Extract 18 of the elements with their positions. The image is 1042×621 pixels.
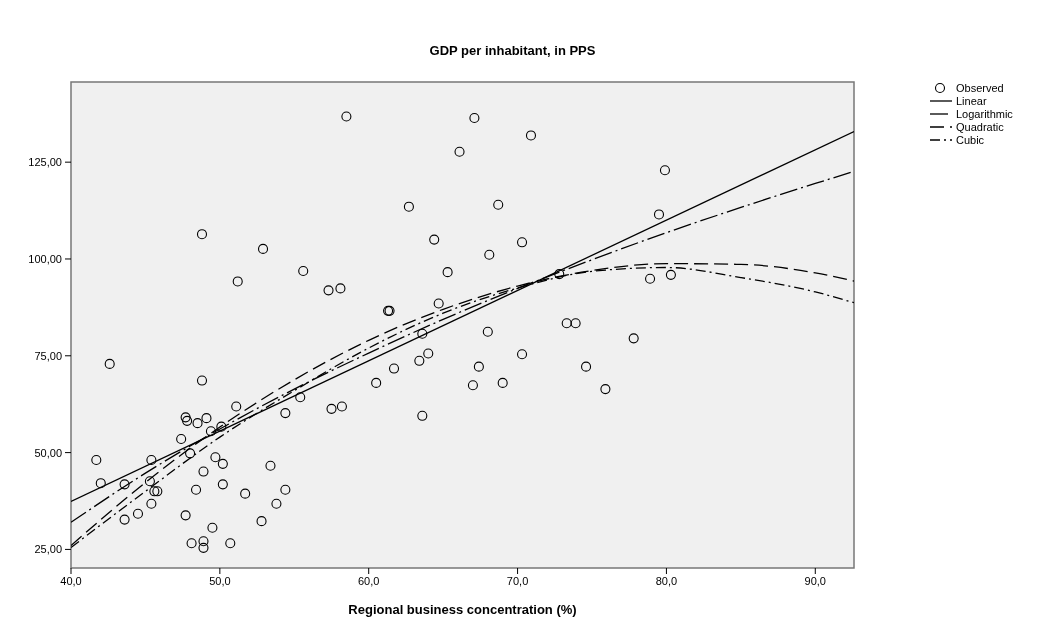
chart-title: GDP per inhabitant, in PPS (429, 43, 596, 58)
legend-label: Cubic (956, 134, 985, 146)
legend-label: Observed (956, 82, 1004, 94)
legend-label: Logarithmic (956, 108, 1014, 120)
y-tick-label: 50,00 (34, 446, 62, 459)
legend-label: Quadratic (956, 121, 1005, 133)
x-tick-label: 70,0 (506, 575, 529, 587)
x-tick-label: 40,0 (60, 575, 82, 587)
x-tick-label: 50,0 (209, 575, 231, 587)
y-tick-label: 25,00 (34, 543, 62, 556)
x-axis-title: Regional business concentration (%) (348, 602, 577, 617)
y-tick-label: 75,00 (34, 349, 62, 362)
y-tick-label: 100,00 (28, 252, 62, 265)
x-tick-label: 60,0 (358, 575, 380, 587)
x-tick-label: 80,0 (655, 575, 678, 587)
legend-label: Linear (956, 95, 987, 107)
y-tick-label: 125,00 (28, 156, 62, 169)
x-tick-label: 90,0 (804, 575, 827, 587)
